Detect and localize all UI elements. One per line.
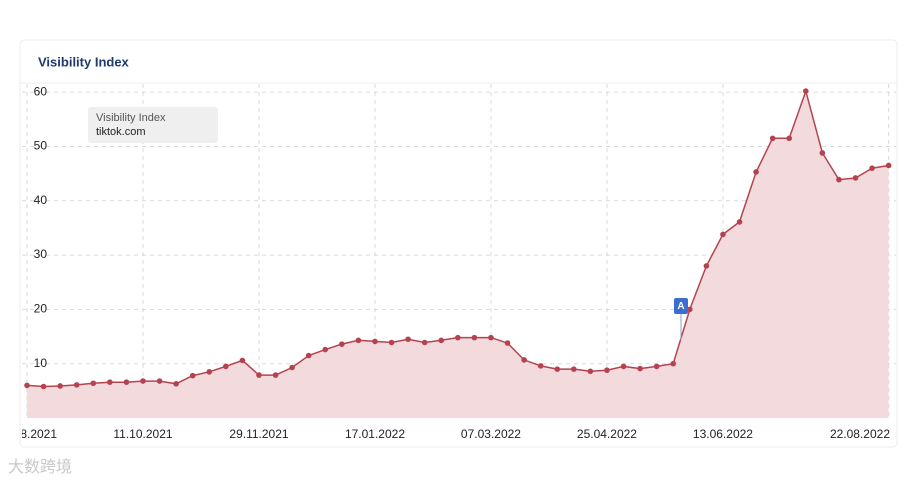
point	[140, 378, 146, 384]
point	[604, 367, 610, 374]
y-tick-label: 30	[34, 247, 48, 261]
point	[24, 382, 30, 389]
watermark: 大数跨境	[8, 457, 72, 476]
legend-title: Visibility Index	[96, 112, 166, 124]
point	[786, 135, 793, 142]
point	[206, 369, 213, 375]
point	[189, 372, 196, 379]
x-tick-label: 25.04.2022	[577, 427, 637, 441]
point	[753, 169, 759, 175]
point	[40, 383, 47, 390]
point	[239, 357, 246, 364]
x-tick-label: 13.06.2022	[693, 427, 753, 441]
point	[471, 334, 478, 341]
point	[620, 363, 627, 370]
point	[504, 340, 511, 346]
point	[819, 150, 826, 156]
point	[869, 165, 875, 171]
chart-title: Visibility Index	[38, 54, 130, 69]
point	[90, 380, 97, 387]
point	[687, 306, 693, 313]
point	[852, 175, 859, 181]
legend-entry: tiktok.com	[96, 126, 146, 138]
point	[339, 341, 345, 347]
point	[571, 366, 577, 372]
point	[405, 336, 411, 343]
point	[305, 352, 312, 359]
point	[455, 334, 461, 341]
point	[355, 337, 362, 344]
point	[156, 378, 163, 384]
y-tick-label: 60	[34, 84, 48, 98]
point	[521, 357, 527, 363]
point	[488, 334, 494, 341]
annotation-flag	[674, 298, 688, 314]
point	[802, 88, 809, 94]
y-tick-label: 40	[34, 193, 48, 207]
point	[703, 263, 710, 269]
x-tick-label: 22.08.2022	[830, 427, 890, 441]
y-tick-label: 50	[34, 139, 48, 153]
point	[421, 339, 428, 346]
point	[637, 365, 643, 372]
point	[322, 346, 329, 353]
x-tick-label: 07.03.2022	[461, 427, 521, 441]
point	[736, 219, 743, 225]
legend-box	[88, 107, 218, 143]
point	[73, 382, 80, 388]
point	[123, 379, 130, 385]
point	[587, 368, 594, 375]
point	[107, 379, 113, 385]
y-tick-label: 10	[34, 356, 48, 370]
annotation-label: A	[677, 301, 684, 312]
point	[720, 231, 726, 238]
card	[19, 39, 898, 448]
point	[256, 372, 262, 378]
x-tick-label: 11.10.2021	[113, 427, 172, 441]
point	[272, 372, 279, 378]
x-tick-label: 29.11.2021	[229, 427, 288, 441]
point	[554, 366, 561, 372]
point	[836, 176, 842, 183]
x-tick-label: 23.08.2021	[0, 427, 57, 441]
point	[653, 363, 660, 370]
point	[537, 363, 544, 369]
point	[57, 383, 63, 389]
point	[670, 360, 677, 367]
point	[438, 337, 445, 344]
point	[885, 162, 892, 169]
point	[372, 338, 378, 345]
point	[289, 364, 295, 371]
x-tick-label: 17.01.2022	[345, 427, 405, 441]
y-tick-label: 20	[34, 302, 48, 316]
point	[388, 339, 395, 346]
point	[769, 135, 776, 142]
point	[223, 363, 229, 370]
point	[173, 380, 179, 387]
area	[27, 91, 889, 418]
